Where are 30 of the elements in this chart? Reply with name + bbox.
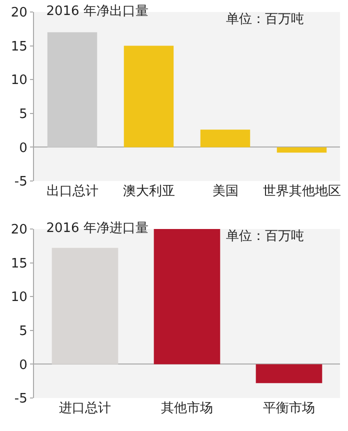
y-tick-label: 0 — [19, 358, 28, 373]
x-tick-label: 平衡市场 — [263, 401, 315, 416]
y-tick-label: 20 — [10, 6, 28, 21]
annotation: 单位：百万吨 — [226, 229, 304, 244]
annotation: 单位：百万吨 — [226, 12, 304, 27]
y-tick-label: 15 — [10, 256, 28, 272]
x-tick-label: 美国 — [212, 183, 238, 199]
x-tick-label: 世界其他地区 — [262, 184, 341, 199]
y-tick-label: 10 — [10, 290, 28, 306]
y-tick-label: -5 — [14, 174, 28, 190]
y-tick-label: 5 — [19, 106, 28, 122]
y-tick-label: 15 — [10, 39, 28, 54]
bar — [154, 229, 220, 364]
y-tick-label: 10 — [10, 73, 28, 88]
chart-title: 2016 年净进口量 — [46, 221, 148, 236]
x-tick-label: 澳大利亚 — [122, 184, 175, 199]
y-tick-label: 5 — [19, 324, 28, 339]
bar — [47, 32, 98, 148]
bar — [52, 248, 118, 364]
y-tick-label: -5 — [14, 392, 28, 407]
y-tick-label: 0 — [19, 140, 28, 156]
x-tick-label: 出口总计 — [46, 184, 98, 199]
bar — [276, 147, 327, 153]
bar — [256, 364, 322, 384]
bar — [200, 130, 250, 148]
x-tick-label: 其他市场 — [161, 401, 213, 416]
y-tick-label: 20 — [10, 222, 28, 238]
x-tick-label: 进口总计 — [59, 401, 111, 416]
bar — [124, 46, 174, 148]
chart-title: 2016 年净出口量 — [46, 4, 148, 20]
